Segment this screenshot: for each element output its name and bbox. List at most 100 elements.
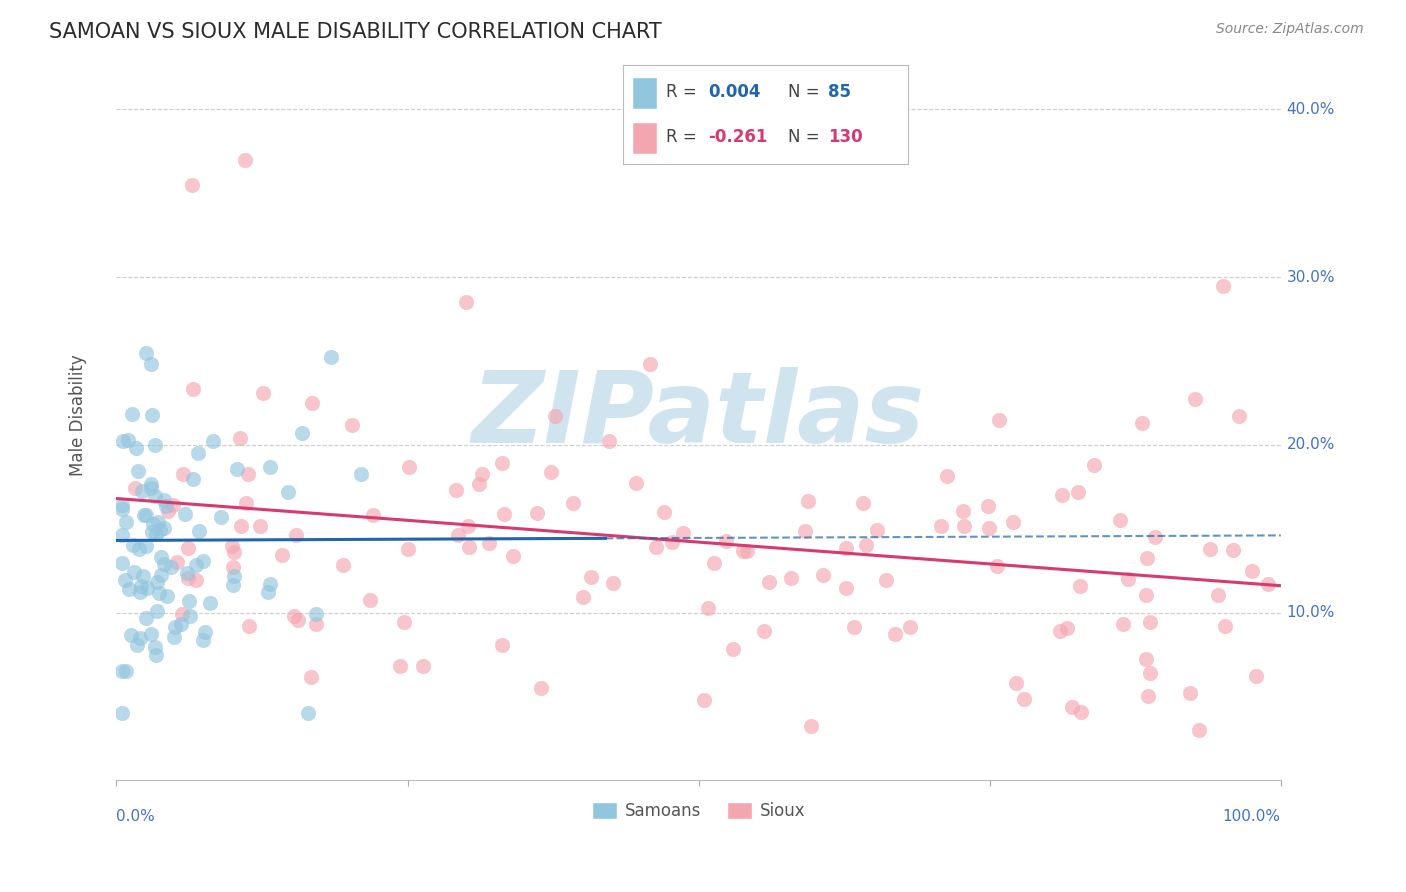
Point (222, 578, 245, 592)
Point (135, 345, 157, 359)
Point (529, 681, 551, 695)
Point (111, 434, 134, 449)
Point (150, 568, 173, 582)
Point (184, 573, 207, 587)
Point (155, 499, 177, 513)
Point (183, 382, 205, 396)
Point (1083, 458, 1105, 472)
Point (176, 566, 198, 581)
Point (855, 538, 877, 552)
Point (228, 431, 250, 445)
Point (758, 575, 780, 590)
Point (457, 519, 479, 533)
Point (1184, 392, 1206, 406)
Point (986, 559, 1008, 574)
Point (1222, 543, 1244, 558)
Point (1108, 513, 1130, 527)
Point (287, 613, 309, 627)
Point (752, 624, 775, 639)
Point (145, 648, 167, 663)
Point (141, 524, 163, 539)
Point (122, 538, 145, 552)
Point (1187, 723, 1209, 737)
Point (129, 631, 152, 645)
Point (235, 496, 257, 510)
Point (638, 357, 661, 371)
Point (835, 541, 858, 555)
Point (139, 476, 162, 491)
Point (127, 638, 149, 652)
Point (929, 518, 952, 533)
Text: 0.0%: 0.0% (117, 809, 155, 824)
Point (359, 593, 381, 607)
Text: SAMOAN VS SIOUX MALE DISABILITY CORRELATION CHART: SAMOAN VS SIOUX MALE DISABILITY CORRELAT… (49, 22, 662, 42)
Point (222, 545, 245, 559)
Point (157, 504, 180, 518)
Point (179, 594, 201, 608)
Point (226, 461, 249, 475)
Point (1241, 564, 1264, 578)
Point (491, 638, 513, 652)
Point (936, 468, 959, 483)
Point (111, 502, 134, 516)
Point (297, 706, 319, 721)
Point (579, 570, 602, 584)
Point (284, 528, 307, 542)
Point (127, 464, 149, 478)
Point (305, 607, 328, 621)
Point (121, 407, 143, 421)
Point (1139, 666, 1161, 681)
Point (952, 504, 974, 518)
Point (697, 601, 720, 615)
Point (396, 541, 419, 556)
Point (572, 590, 595, 604)
Point (259, 460, 281, 475)
Point (132, 568, 155, 582)
Point (135, 540, 157, 554)
Point (491, 456, 513, 470)
Point (866, 523, 889, 537)
Point (135, 508, 157, 522)
Point (800, 719, 823, 733)
Point (652, 505, 675, 519)
Point (388, 659, 411, 673)
Point (1014, 692, 1036, 706)
Point (1257, 577, 1279, 591)
Point (200, 597, 222, 611)
Point (222, 560, 245, 574)
Point (277, 485, 299, 500)
Point (457, 540, 479, 554)
Point (165, 620, 187, 634)
Point (624, 475, 647, 490)
Point (1135, 652, 1157, 666)
Text: Source: ZipAtlas.com: Source: ZipAtlas.com (1216, 22, 1364, 37)
Point (1213, 619, 1236, 633)
Point (249, 518, 271, 533)
Point (478, 536, 501, 550)
Point (305, 617, 328, 632)
Point (602, 575, 624, 590)
Point (117, 433, 139, 447)
Point (1049, 624, 1071, 639)
Point (141, 357, 163, 371)
Point (136, 581, 159, 595)
Point (834, 581, 856, 595)
Point (733, 543, 755, 558)
Point (844, 620, 866, 634)
Point (332, 558, 354, 572)
Point (149, 550, 172, 565)
Point (398, 459, 420, 474)
Point (454, 295, 477, 310)
Point (120, 628, 142, 642)
Point (177, 571, 200, 585)
Point (134, 508, 156, 523)
Point (1069, 578, 1091, 592)
Point (187, 524, 209, 538)
Point (143, 489, 166, 503)
Point (184, 558, 207, 573)
Point (148, 586, 170, 600)
Point (221, 540, 243, 554)
Point (779, 571, 801, 585)
Point (1139, 615, 1161, 630)
Point (977, 499, 1000, 513)
